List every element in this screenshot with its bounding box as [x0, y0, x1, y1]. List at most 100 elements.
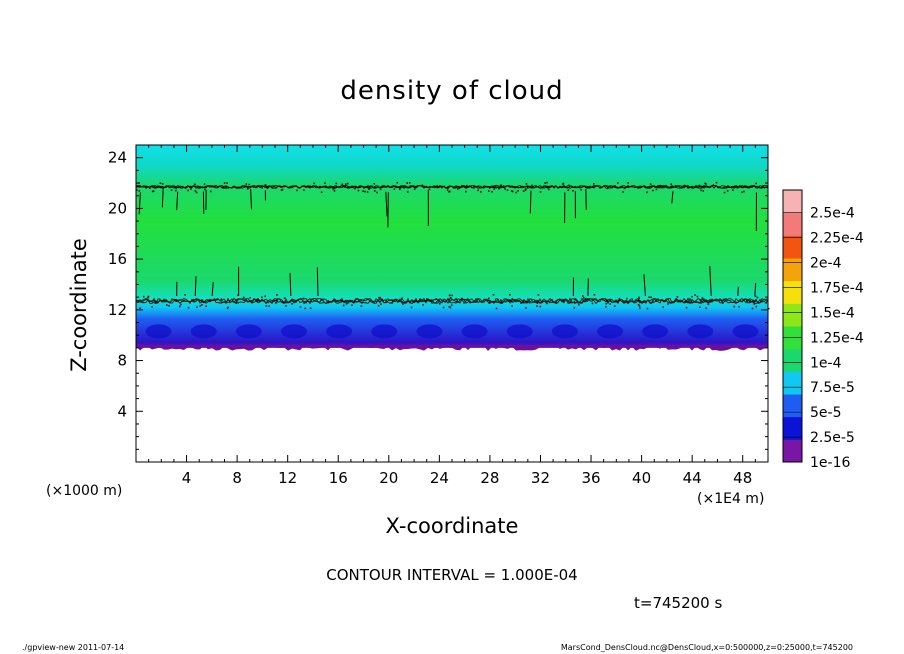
- contour-speck: [752, 299, 755, 302]
- cloud-base-cell: [551, 324, 578, 339]
- contour-speck: [175, 189, 177, 192]
- x-tick-label: 40: [632, 469, 651, 487]
- contour-speck: [187, 189, 189, 192]
- contour-speck: [667, 303, 669, 305]
- contour-speck: [649, 183, 652, 185]
- contour-speck: [646, 191, 648, 194]
- contour-speck: [617, 182, 619, 184]
- contour-speck: [399, 188, 401, 190]
- x-tick-label: 4: [182, 469, 192, 487]
- contour-speck: [160, 186, 162, 189]
- contour-speck: [333, 187, 335, 190]
- contour-speck: [640, 301, 643, 303]
- x-axis-unit: (×1000 m): [46, 483, 123, 499]
- contour-speck: [499, 184, 502, 187]
- x-tick-label: 44: [683, 469, 702, 487]
- contour-speck: [446, 189, 449, 191]
- colorbar-label: 7.5e-5: [810, 380, 855, 396]
- contour-speck: [195, 191, 198, 194]
- contour-speck: [500, 301, 503, 303]
- contour-speck: [583, 297, 585, 299]
- contour-speck: [651, 300, 654, 302]
- contour-speck: [406, 182, 408, 184]
- contour-speck: [362, 190, 364, 192]
- contour-speck: [694, 294, 696, 296]
- contour-speck: [498, 187, 500, 190]
- contour-speck: [145, 185, 147, 188]
- contour-speck: [562, 182, 565, 185]
- contour-speck: [627, 182, 629, 184]
- contour-speck: [488, 302, 491, 304]
- contour-streak: [289, 273, 292, 296]
- contour-speck: [477, 189, 479, 192]
- contour-speck: [324, 182, 326, 184]
- contour-speck: [710, 300, 713, 302]
- contour-speck: [303, 185, 306, 187]
- contour-speck: [488, 186, 491, 188]
- contour-speck: [304, 307, 307, 310]
- contour-speck: [151, 190, 154, 193]
- contour-lines: [135, 181, 770, 310]
- footer-right: MarsCond_DensCloud.nc@DensCloud,x=0:5000…: [560, 643, 853, 652]
- contour-speck: [735, 185, 738, 187]
- contour-speck: [488, 187, 491, 189]
- contour-speck: [712, 184, 715, 186]
- contour-speck: [436, 185, 438, 187]
- contour-speck: [303, 189, 305, 191]
- colorbar-label: 1e-16: [810, 455, 850, 471]
- contour-speck: [438, 303, 441, 305]
- contour-speck: [147, 295, 150, 298]
- contour-speck: [266, 187, 269, 190]
- contour-speck: [285, 305, 287, 307]
- contour-speck: [762, 184, 765, 187]
- contour-speck: [209, 299, 211, 302]
- contour-speck: [381, 185, 384, 187]
- contour-streak: [671, 191, 674, 204]
- x-axis-label: X-coordinate: [385, 514, 519, 538]
- contour-speck: [428, 188, 431, 191]
- contour-streak: [211, 281, 214, 297]
- contour-speck: [161, 183, 164, 185]
- contour-speck: [767, 307, 770, 310]
- contour-speck: [665, 186, 667, 188]
- cloud-base-cell: [687, 324, 714, 339]
- contour-speck: [743, 190, 745, 193]
- contour-speck: [539, 191, 542, 193]
- y-tick-label: 12: [108, 301, 127, 319]
- contour-speck: [276, 294, 278, 296]
- contour-speck: [364, 190, 366, 193]
- contour-speck: [337, 299, 339, 302]
- x-tick-label: 32: [531, 469, 550, 487]
- contour-speck: [715, 181, 718, 184]
- contour-speck: [237, 294, 239, 296]
- contour-speck: [578, 303, 580, 306]
- colorbar-label: 2.5e-5: [810, 430, 855, 446]
- contour-speck: [408, 182, 411, 184]
- contour-speck: [458, 186, 461, 188]
- contour-streak: [529, 190, 532, 214]
- contour-speck: [187, 306, 190, 309]
- contour-speck: [194, 190, 197, 192]
- contour-speck: [302, 297, 305, 300]
- contour-speck: [184, 294, 186, 296]
- contour-speck: [591, 302, 594, 305]
- contour-speck: [313, 182, 315, 185]
- contour-speck: [393, 188, 396, 190]
- contour-speck: [226, 307, 229, 309]
- contour-speck: [605, 302, 607, 305]
- contour-speck: [139, 307, 141, 309]
- contour-speck: [368, 188, 370, 190]
- contour-speck: [357, 189, 360, 192]
- contour-speck: [722, 302, 724, 304]
- contour-speck: [422, 304, 424, 306]
- contour-speck: [544, 182, 546, 184]
- contour-speck: [726, 189, 729, 192]
- contour-speck: [421, 184, 423, 187]
- cloud-base-cell: [597, 324, 623, 339]
- contour-speck: [652, 189, 654, 192]
- contour-speck: [335, 182, 338, 185]
- contour-speck: [199, 305, 202, 307]
- contour-speck: [755, 305, 758, 308]
- contour-speck: [351, 304, 353, 306]
- contour-speck: [280, 189, 283, 191]
